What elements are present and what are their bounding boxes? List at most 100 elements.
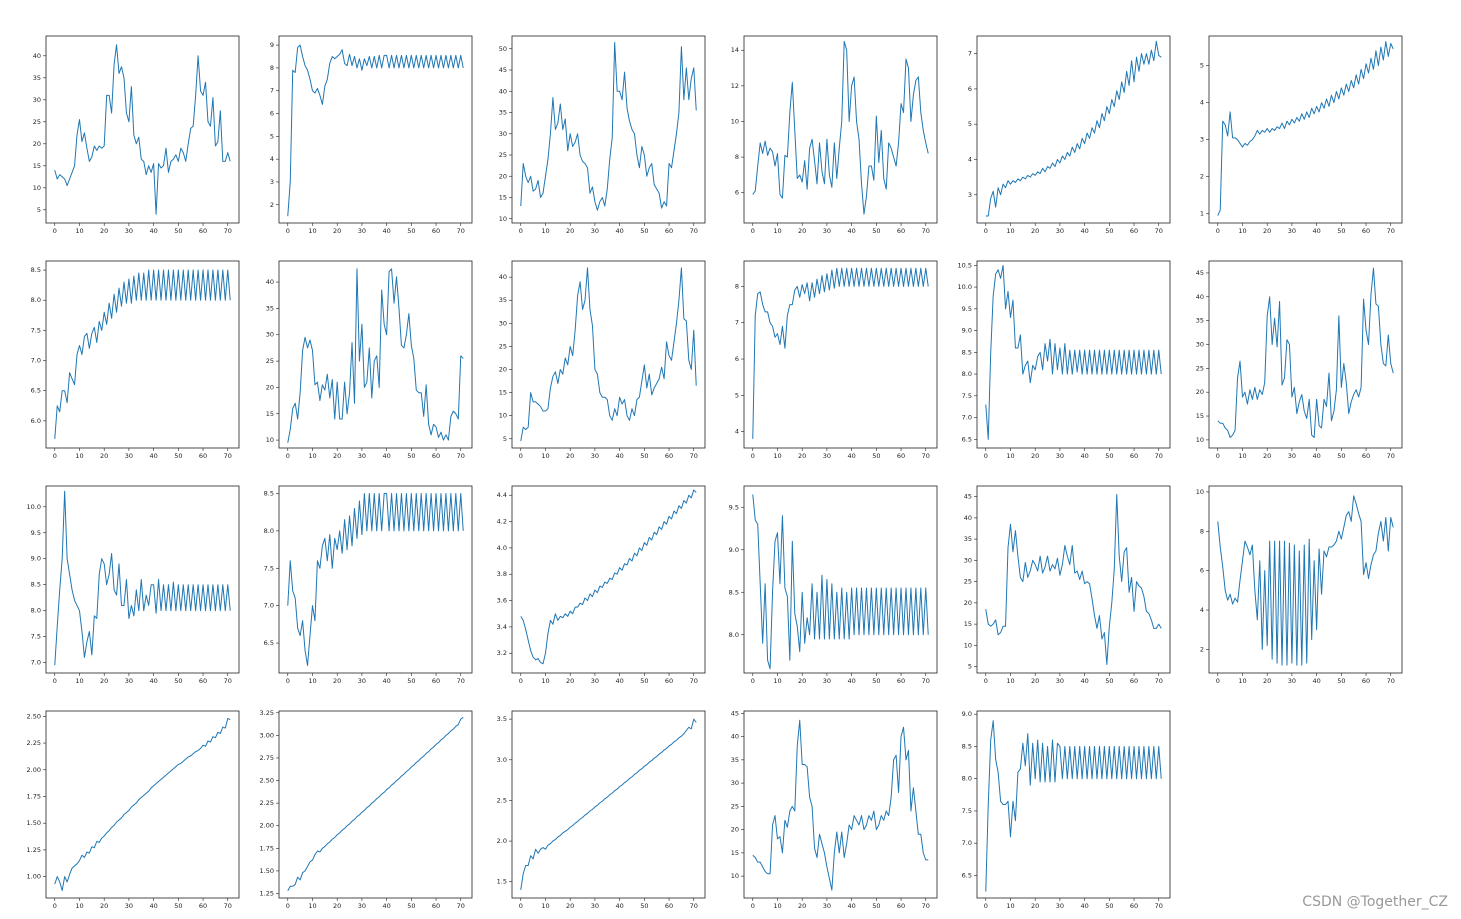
x-tick-label: 30 (358, 227, 366, 235)
y-tick-label: 10 (1196, 488, 1204, 496)
y-tick-label: 15 (33, 162, 41, 170)
y-tick-label: 9.0 (729, 546, 739, 554)
x-tick-label: 50 (174, 452, 182, 460)
x-tick-label: 0 (984, 902, 988, 910)
x-tick-label: 40 (149, 677, 157, 685)
y-tick-label: 3.25 (260, 709, 274, 717)
y-tick-label: 4.2 (497, 518, 507, 526)
line-series (287, 44, 464, 217)
x-tick-label: 10 (75, 902, 83, 910)
plot-frame (976, 260, 1171, 449)
x-tick-label: 60 (432, 902, 440, 910)
x-tick-label: 30 (591, 452, 599, 460)
x-tick-label: 40 (1312, 227, 1320, 235)
y-tick-label: 15 (266, 410, 274, 418)
x-tick-label: 40 (149, 452, 157, 460)
y-tick-label: 5 (270, 132, 274, 140)
plot-frame (278, 35, 473, 224)
y-tick-label: 30 (499, 319, 507, 327)
x-tick-label: 10 (773, 227, 781, 235)
plot-frame (976, 485, 1171, 674)
y-tick-label: 2.00 (260, 822, 274, 830)
y-tick-label: 25 (731, 802, 739, 810)
x-tick-label: 20 (1263, 227, 1271, 235)
x-tick-label: 60 (897, 902, 905, 910)
x-tick-label: 30 (358, 452, 366, 460)
x-tick-label: 10 (773, 677, 781, 685)
x-tick-label: 30 (1288, 227, 1296, 235)
line-series (752, 719, 929, 891)
line-series (54, 269, 231, 439)
y-tick-label: 7.5 (31, 633, 41, 641)
x-tick-label: 70 (690, 677, 698, 685)
x-tick-label: 0 (984, 677, 988, 685)
y-tick-label: 40 (33, 52, 41, 60)
y-tick-label: 25 (499, 342, 507, 350)
y-tick-label: 8.5 (31, 266, 41, 274)
x-tick-label: 20 (566, 452, 574, 460)
x-tick-label: 10 (308, 452, 316, 460)
y-tick-label: 1.25 (27, 846, 41, 854)
x-tick-label: 60 (1130, 902, 1138, 910)
line-series (752, 494, 929, 670)
plot-frame (1208, 260, 1403, 449)
x-tick-label: 40 (1312, 677, 1320, 685)
x-tick-label: 50 (640, 452, 648, 460)
y-tick-label: 35 (731, 756, 739, 764)
line-series (1217, 267, 1394, 439)
x-tick-label: 0 (519, 677, 523, 685)
x-tick-label: 70 (690, 902, 698, 910)
y-tick-label: 3.8 (497, 570, 507, 578)
y-tick-label: 9.5 (729, 503, 739, 511)
y-tick-label: 10 (499, 412, 507, 420)
y-tick-label: 6.0 (31, 417, 41, 425)
y-tick-label: 7.0 (962, 839, 972, 847)
y-tick-label: 2.75 (260, 754, 274, 762)
plot-frame (743, 485, 938, 674)
x-tick-label: 10 (1238, 677, 1246, 685)
y-tick-label: 1 (1200, 210, 1204, 218)
x-tick-label: 60 (897, 227, 905, 235)
x-tick-label: 30 (823, 452, 831, 460)
x-tick-label: 50 (640, 902, 648, 910)
x-tick-label: 20 (100, 677, 108, 685)
plot-frame (278, 260, 473, 449)
y-tick-label: 7.0 (264, 602, 274, 610)
x-tick-label: 50 (1337, 452, 1345, 460)
x-tick-label: 70 (1155, 452, 1163, 460)
y-tick-label: 6 (1200, 567, 1204, 575)
y-tick-label: 4 (1200, 99, 1204, 107)
y-tick-label: 35 (499, 109, 507, 117)
x-tick-label: 20 (1031, 902, 1039, 910)
x-tick-label: 70 (457, 902, 465, 910)
y-tick-label: 6 (968, 85, 972, 93)
y-tick-label: 20 (33, 140, 41, 148)
x-tick-label: 30 (1288, 452, 1296, 460)
x-tick-label: 70 (1387, 677, 1395, 685)
x-tick-label: 50 (407, 452, 415, 460)
line-series (54, 44, 231, 215)
x-tick-label: 40 (615, 677, 623, 685)
x-tick-label: 20 (1031, 677, 1039, 685)
y-tick-label: 15 (1196, 412, 1204, 420)
x-tick-label: 0 (53, 452, 57, 460)
y-tick-label: 25 (266, 357, 274, 365)
y-tick-label: 35 (964, 535, 972, 543)
x-tick-label: 50 (174, 902, 182, 910)
y-tick-label: 3 (1200, 136, 1204, 144)
x-tick-label: 70 (922, 677, 930, 685)
y-tick-label: 5 (968, 120, 972, 128)
y-tick-label: 25 (1196, 364, 1204, 372)
x-tick-label: 50 (407, 227, 415, 235)
x-tick-label: 70 (922, 902, 930, 910)
x-tick-label: 70 (457, 677, 465, 685)
line-series (752, 40, 929, 215)
x-tick-label: 50 (640, 677, 648, 685)
x-tick-label: 30 (358, 902, 366, 910)
x-tick-label: 10 (1006, 452, 1014, 460)
x-tick-label: 10 (1238, 227, 1246, 235)
y-tick-label: 8 (735, 153, 739, 161)
y-tick-label: 12 (731, 82, 739, 90)
y-tick-label: 35 (499, 296, 507, 304)
x-tick-label: 30 (1056, 452, 1064, 460)
